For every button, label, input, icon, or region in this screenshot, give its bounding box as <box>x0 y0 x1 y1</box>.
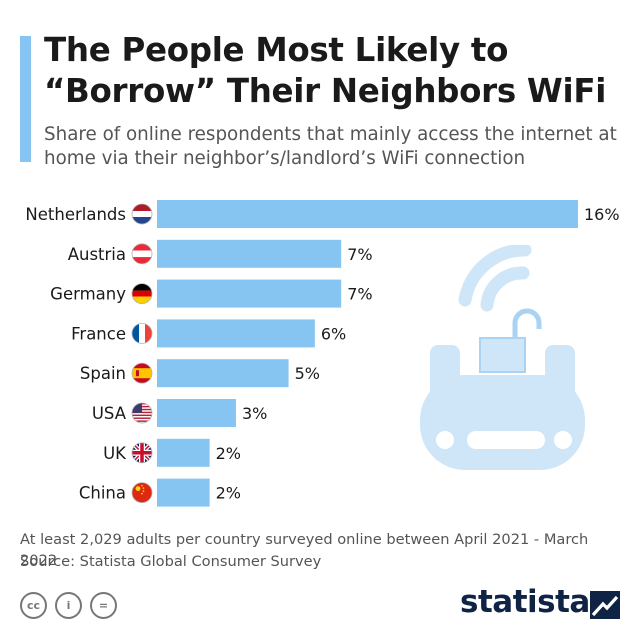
value-label: 3% <box>242 404 267 423</box>
france-flag-icon <box>131 322 153 344</box>
creative-commons-icon[interactable]: cc <box>20 592 47 619</box>
china-flag-icon <box>131 482 153 504</box>
attribution-icon[interactable]: i <box>55 592 82 619</box>
no-derivatives-icon[interactable]: = <box>90 592 117 619</box>
statista-logo-text[interactable]: statista <box>460 584 590 620</box>
statista-logo-icon <box>590 591 620 619</box>
bar-spain <box>157 359 289 388</box>
category-label: Netherlands <box>25 205 126 224</box>
license-icons: cc i = <box>20 592 117 619</box>
category-label: USA <box>92 404 127 423</box>
bar-germany <box>157 279 342 308</box>
chart-subtitle: Share of online respondents that mainly … <box>44 124 617 169</box>
category-label: Austria <box>68 245 126 264</box>
category-label: Germany <box>50 285 126 304</box>
value-label: 6% <box>321 324 346 343</box>
source-note: Source: Statista Global Consumer Survey <box>20 553 322 570</box>
value-label: 16% <box>584 205 620 224</box>
value-label: 2% <box>216 444 241 463</box>
germany-flag-icon <box>131 283 153 304</box>
usa-flag-icon <box>131 402 153 424</box>
value-label: 2% <box>216 484 241 503</box>
uk-flag-icon <box>131 442 153 464</box>
value-label: 5% <box>295 364 320 383</box>
category-label: China <box>79 484 126 503</box>
category-label: UK <box>103 444 127 463</box>
bar-netherlands <box>157 200 578 228</box>
bar-uk <box>157 438 210 467</box>
bar-china <box>157 478 210 507</box>
title-accent-bar <box>20 36 31 162</box>
bar-france <box>157 319 315 348</box>
value-label: 7% <box>347 285 372 304</box>
category-label: Spain <box>80 364 126 383</box>
austria-flag-icon <box>131 243 153 265</box>
chart-title: The People Most Likely to “Borrow” Their… <box>44 31 607 110</box>
netherlands-flag-icon <box>131 203 153 225</box>
value-label: 7% <box>347 245 372 264</box>
bar-usa <box>157 399 236 427</box>
bar-chart: Netherlands 16% Austria 7% Germany 7% France 6%… <box>25 200 620 507</box>
router-wifi-unlocked-padlock-icon <box>420 245 585 470</box>
survey-footnote: At least 2,029 adults per country survey… <box>20 531 589 569</box>
spain-flag-icon <box>131 362 153 384</box>
category-label: France <box>71 324 126 343</box>
bar-austria <box>157 239 342 268</box>
